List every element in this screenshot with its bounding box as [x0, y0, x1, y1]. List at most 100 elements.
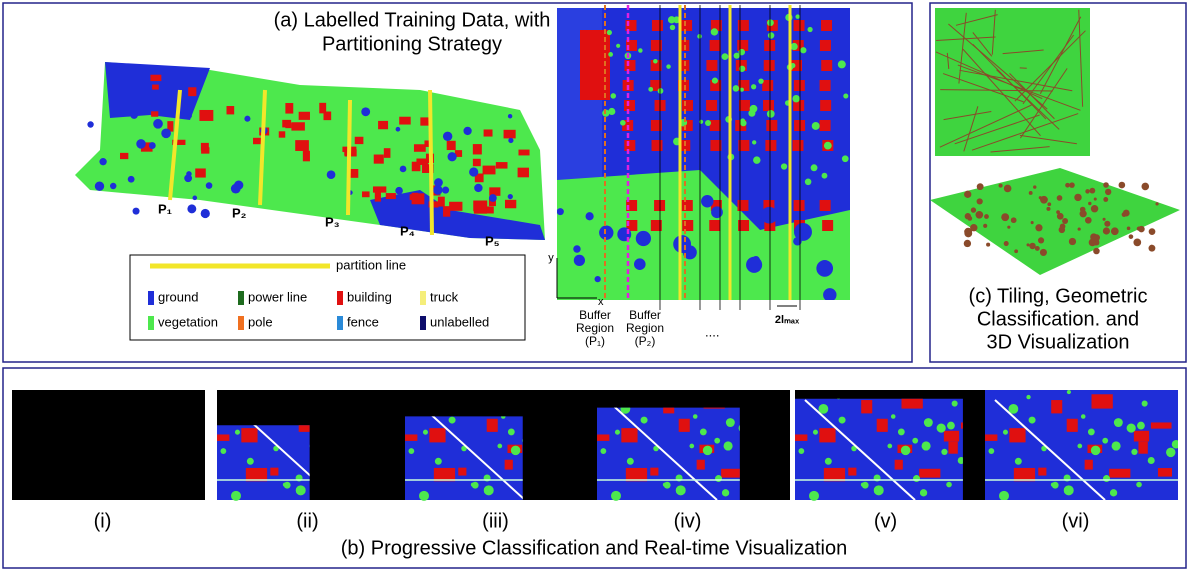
object: [1001, 213, 1009, 221]
tree: [838, 60, 846, 68]
house: [821, 20, 832, 31]
building: [1109, 469, 1130, 478]
patch: [636, 231, 651, 246]
building: [1158, 468, 1172, 477]
building: [895, 460, 903, 470]
ground-points: [400, 166, 407, 173]
legend-swatch: [238, 316, 244, 330]
tree: [811, 164, 818, 171]
panel-c-caption: 3D Visualization: [986, 331, 1129, 353]
patch: [557, 208, 564, 215]
tree: [697, 34, 702, 39]
building-points: [414, 144, 426, 152]
object: [999, 184, 1003, 188]
building-points: [473, 144, 482, 154]
tree: [611, 93, 617, 99]
tree: [807, 27, 812, 32]
panel-a-title: Partitioning Strategy: [322, 33, 502, 55]
panel-a-title: (a) Labelled Training Data, with: [274, 9, 551, 31]
tree: [813, 430, 818, 435]
ground-points: [110, 183, 116, 189]
patch: [573, 245, 580, 252]
tree: [712, 78, 718, 84]
tree: [912, 438, 918, 444]
buffer-label: Region: [576, 321, 614, 335]
object: [1103, 182, 1109, 188]
house: [765, 140, 776, 151]
building: [505, 460, 513, 470]
axis-label: y: [548, 252, 554, 264]
panel-c-caption: (c) Tiling, Geometric: [969, 285, 1148, 307]
tree: [620, 120, 626, 126]
building-points: [199, 110, 213, 121]
object: [1040, 249, 1047, 256]
tree: [724, 441, 733, 450]
object: [1031, 221, 1034, 224]
tree: [1166, 448, 1175, 457]
legend-swatch: [337, 291, 343, 305]
partition-label: P₁: [158, 201, 172, 216]
tree: [946, 482, 952, 488]
object: [1103, 227, 1110, 234]
building-points: [399, 117, 410, 125]
ground-points: [188, 114, 192, 118]
object: [967, 216, 972, 221]
top-view: [557, 8, 850, 302]
tree: [824, 142, 832, 150]
progressive-views: [12, 390, 1180, 501]
object: [1103, 218, 1106, 221]
house: [820, 100, 831, 111]
partition-label: P₃: [325, 214, 340, 229]
tree: [666, 64, 670, 68]
progress-view: [12, 390, 205, 500]
tree: [423, 430, 428, 435]
building: [795, 434, 807, 440]
building-points: [483, 166, 496, 175]
object: [1148, 245, 1155, 252]
ground-points: [206, 182, 213, 189]
tree: [1142, 400, 1148, 406]
tree: [638, 48, 642, 52]
building: [650, 468, 658, 476]
tree: [922, 441, 931, 450]
tree: [676, 485, 686, 495]
tree: [419, 491, 429, 501]
building-points: [484, 129, 493, 136]
house: [822, 220, 833, 231]
tree: [805, 178, 812, 185]
ground-points: [508, 194, 513, 199]
building: [944, 431, 959, 442]
object: [971, 207, 976, 212]
tree: [449, 417, 456, 424]
tree: [767, 19, 774, 26]
ground-points: [244, 116, 250, 122]
house: [792, 140, 803, 151]
ground-points: [187, 204, 196, 213]
patch: [816, 260, 833, 277]
progress-view: [985, 390, 1180, 501]
tree: [616, 44, 620, 48]
building-points: [489, 187, 500, 195]
building-points: [449, 202, 462, 211]
tree: [1077, 444, 1082, 449]
tree: [753, 156, 760, 163]
building-points: [443, 206, 450, 217]
building-points: [384, 148, 391, 158]
tree: [611, 491, 621, 501]
tree: [1088, 429, 1095, 436]
ground-points: [128, 176, 135, 183]
house: [682, 100, 693, 111]
ground-points: [136, 139, 146, 149]
building: [241, 428, 257, 442]
legend-label: partition line: [336, 257, 406, 272]
tree: [705, 120, 711, 126]
classified: [795, 390, 990, 501]
object: [1149, 228, 1156, 235]
tree: [670, 25, 675, 30]
tile-views: [930, 8, 1180, 275]
ground-points: [433, 185, 442, 194]
tree: [668, 16, 675, 23]
tree: [1114, 418, 1123, 427]
building-points: [438, 197, 445, 207]
tree: [733, 85, 739, 91]
